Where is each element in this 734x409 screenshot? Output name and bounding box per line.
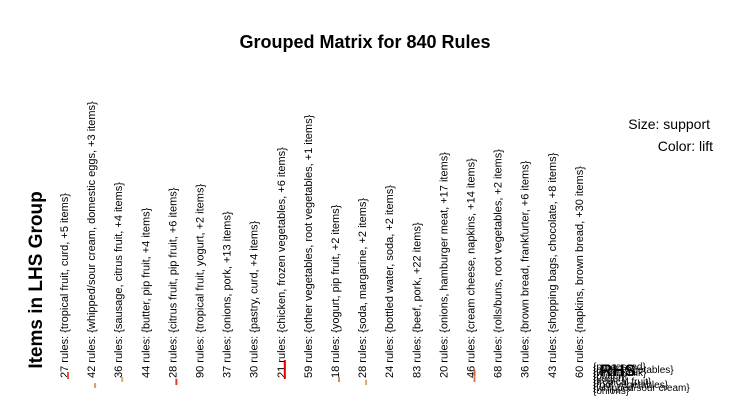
- rhs-item-label: {butter}: [593, 371, 626, 382]
- lhs-group-label: 28 rules: {citrus fruit, pip fruit, +6 i…: [167, 187, 179, 378]
- rhs-item-label: {other vegetables}: [593, 365, 674, 376]
- lhs-group-label: 90 rules: {tropical fruit, yogurt, +2 it…: [195, 184, 207, 378]
- lhs-group-label: 20 rules: {onions, hamburger meat, +17 i…: [438, 152, 450, 378]
- lhs-group-label: 43 rules: {shopping bags, chocolate, +8 …: [547, 152, 559, 378]
- rule-mark: [365, 379, 368, 385]
- lhs-group-label: 30 rules: {pastry, curd, +4 items}: [249, 220, 261, 378]
- lhs-group-label: 83 rules: {beef, pork, +22 items}: [411, 222, 423, 378]
- lhs-group-label: 60 rules: {napkins, brown bread, +30 ite…: [574, 166, 586, 378]
- chart-title: Grouped Matrix for 840 Rules: [239, 32, 490, 52]
- rule-mark: [67, 372, 69, 379]
- rhs-item-label: {whipped/sour cream}: [593, 383, 690, 394]
- lhs-group-label: 37 rules: {onions, pork, +13 items}: [222, 211, 234, 378]
- lhs-group-label: 36 rules: {sausage, citrus fruit, +4 ite…: [113, 182, 125, 378]
- lhs-group-label: 68 rules: {rolls/buns, root vegetables, …: [493, 149, 505, 378]
- rule-mark: [94, 383, 97, 388]
- rhs-item-labels: {processed}{other vegetables}{whole milk…: [593, 362, 690, 397]
- rhs-item-label: {tropical fruit}: [593, 377, 652, 388]
- lhs-group-label: 24 rules: {bottled water, soda, +2 items…: [384, 185, 396, 378]
- rule-mark: [473, 369, 476, 376]
- legend-size: Size: support: [628, 116, 710, 132]
- rhs-axis-label: RHS: [600, 361, 636, 380]
- lhs-axis-label: Items in LHS Group: [26, 191, 47, 368]
- lhs-group-label: 21 rules: {chicken, frozen vegetables, +…: [276, 147, 288, 378]
- lhs-group-label: 28 rules: {soda, margarine, +2 items}: [357, 198, 369, 378]
- legend-color: Color: lift: [658, 138, 713, 154]
- rule-mark: [283, 360, 286, 379]
- lhs-group-labels: 27 rules: {tropical fruit, curd, +5 item…: [59, 101, 586, 378]
- lhs-group-label: 18 rules: {yogurt, pip fruit, +2 items}: [330, 204, 342, 378]
- lhs-group-label: 42 rules: {whipped/sour cream, domestic …: [86, 101, 98, 378]
- lhs-group-label: 44 rules: {butter, pip fruit, +4 items}: [140, 207, 152, 378]
- rule-mark: [338, 376, 340, 382]
- rule-marks: [67, 360, 476, 388]
- rule-mark: [121, 377, 124, 382]
- lhs-group-label: 59 rules: {other vegetables, root vegeta…: [303, 114, 315, 378]
- lhs-group-label: 27 rules: {tropical fruit, curd, +5 item…: [59, 193, 71, 378]
- rhs-item-label: {root vegetables}: [593, 380, 669, 391]
- rule-mark: [175, 378, 178, 385]
- rhs-item-label: {onions}: [593, 386, 630, 397]
- rhs-item-label: {processed}: [593, 362, 646, 373]
- lhs-group-label: 36 rules: {brown bread, frankfurter, +6 …: [520, 160, 532, 378]
- lhs-group-label: 46 rules: {cream cheese, napkins, +14 it…: [466, 158, 478, 378]
- rhs-item-label: {yogurt}: [593, 374, 628, 385]
- rule-mark: [473, 376, 476, 382]
- rhs-item-label: {whole milk}: [593, 368, 647, 379]
